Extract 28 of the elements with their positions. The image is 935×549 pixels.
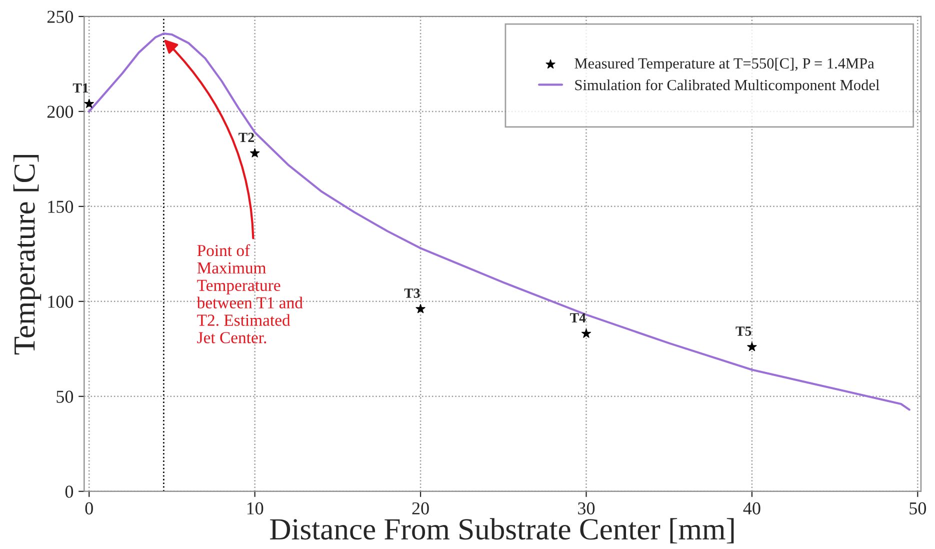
x-tick-label: 20 (412, 502, 429, 514)
x-tick-label: 30 (578, 502, 595, 514)
point (416, 304, 426, 314)
annotation: T4 (570, 313, 586, 322)
y-tick-label: 100 (48, 296, 74, 308)
legend-label: Simulation for Calibrated Multicomponent Model (575, 79, 880, 94)
y-tick-label: 150 (48, 200, 74, 213)
point (581, 328, 592, 338)
annotation: T2 (238, 132, 254, 142)
annotation: T3 (404, 288, 420, 298)
x-tick-label: 0 (85, 502, 93, 514)
legend-label: Measured Temperature at T=550[C], P = 1.4MPa (574, 58, 874, 72)
x-tick-label: 50 (910, 502, 926, 514)
annotation: T1 (72, 83, 88, 93)
y-tick-label: 0 (65, 486, 74, 498)
point (84, 98, 94, 108)
x-tick-label: 40 (743, 502, 760, 514)
annotation: Point of Maximum Temperature between T1 and T2. Estimated Jet Center. (196, 244, 303, 344)
y-axis-title: Temperature [C] (13, 155, 42, 355)
point (250, 148, 260, 158)
y-tick-label: 50 (56, 390, 74, 403)
point (747, 342, 757, 352)
x-tick-label: 10 (247, 502, 264, 514)
y-tick-label: 250 (47, 10, 74, 23)
x-axis-title: Distance From Substrate Center [mm] (270, 518, 734, 544)
y-tick-label: 200 (47, 106, 74, 118)
annotation: T5 (736, 326, 752, 336)
line-series (88, 32, 910, 411)
